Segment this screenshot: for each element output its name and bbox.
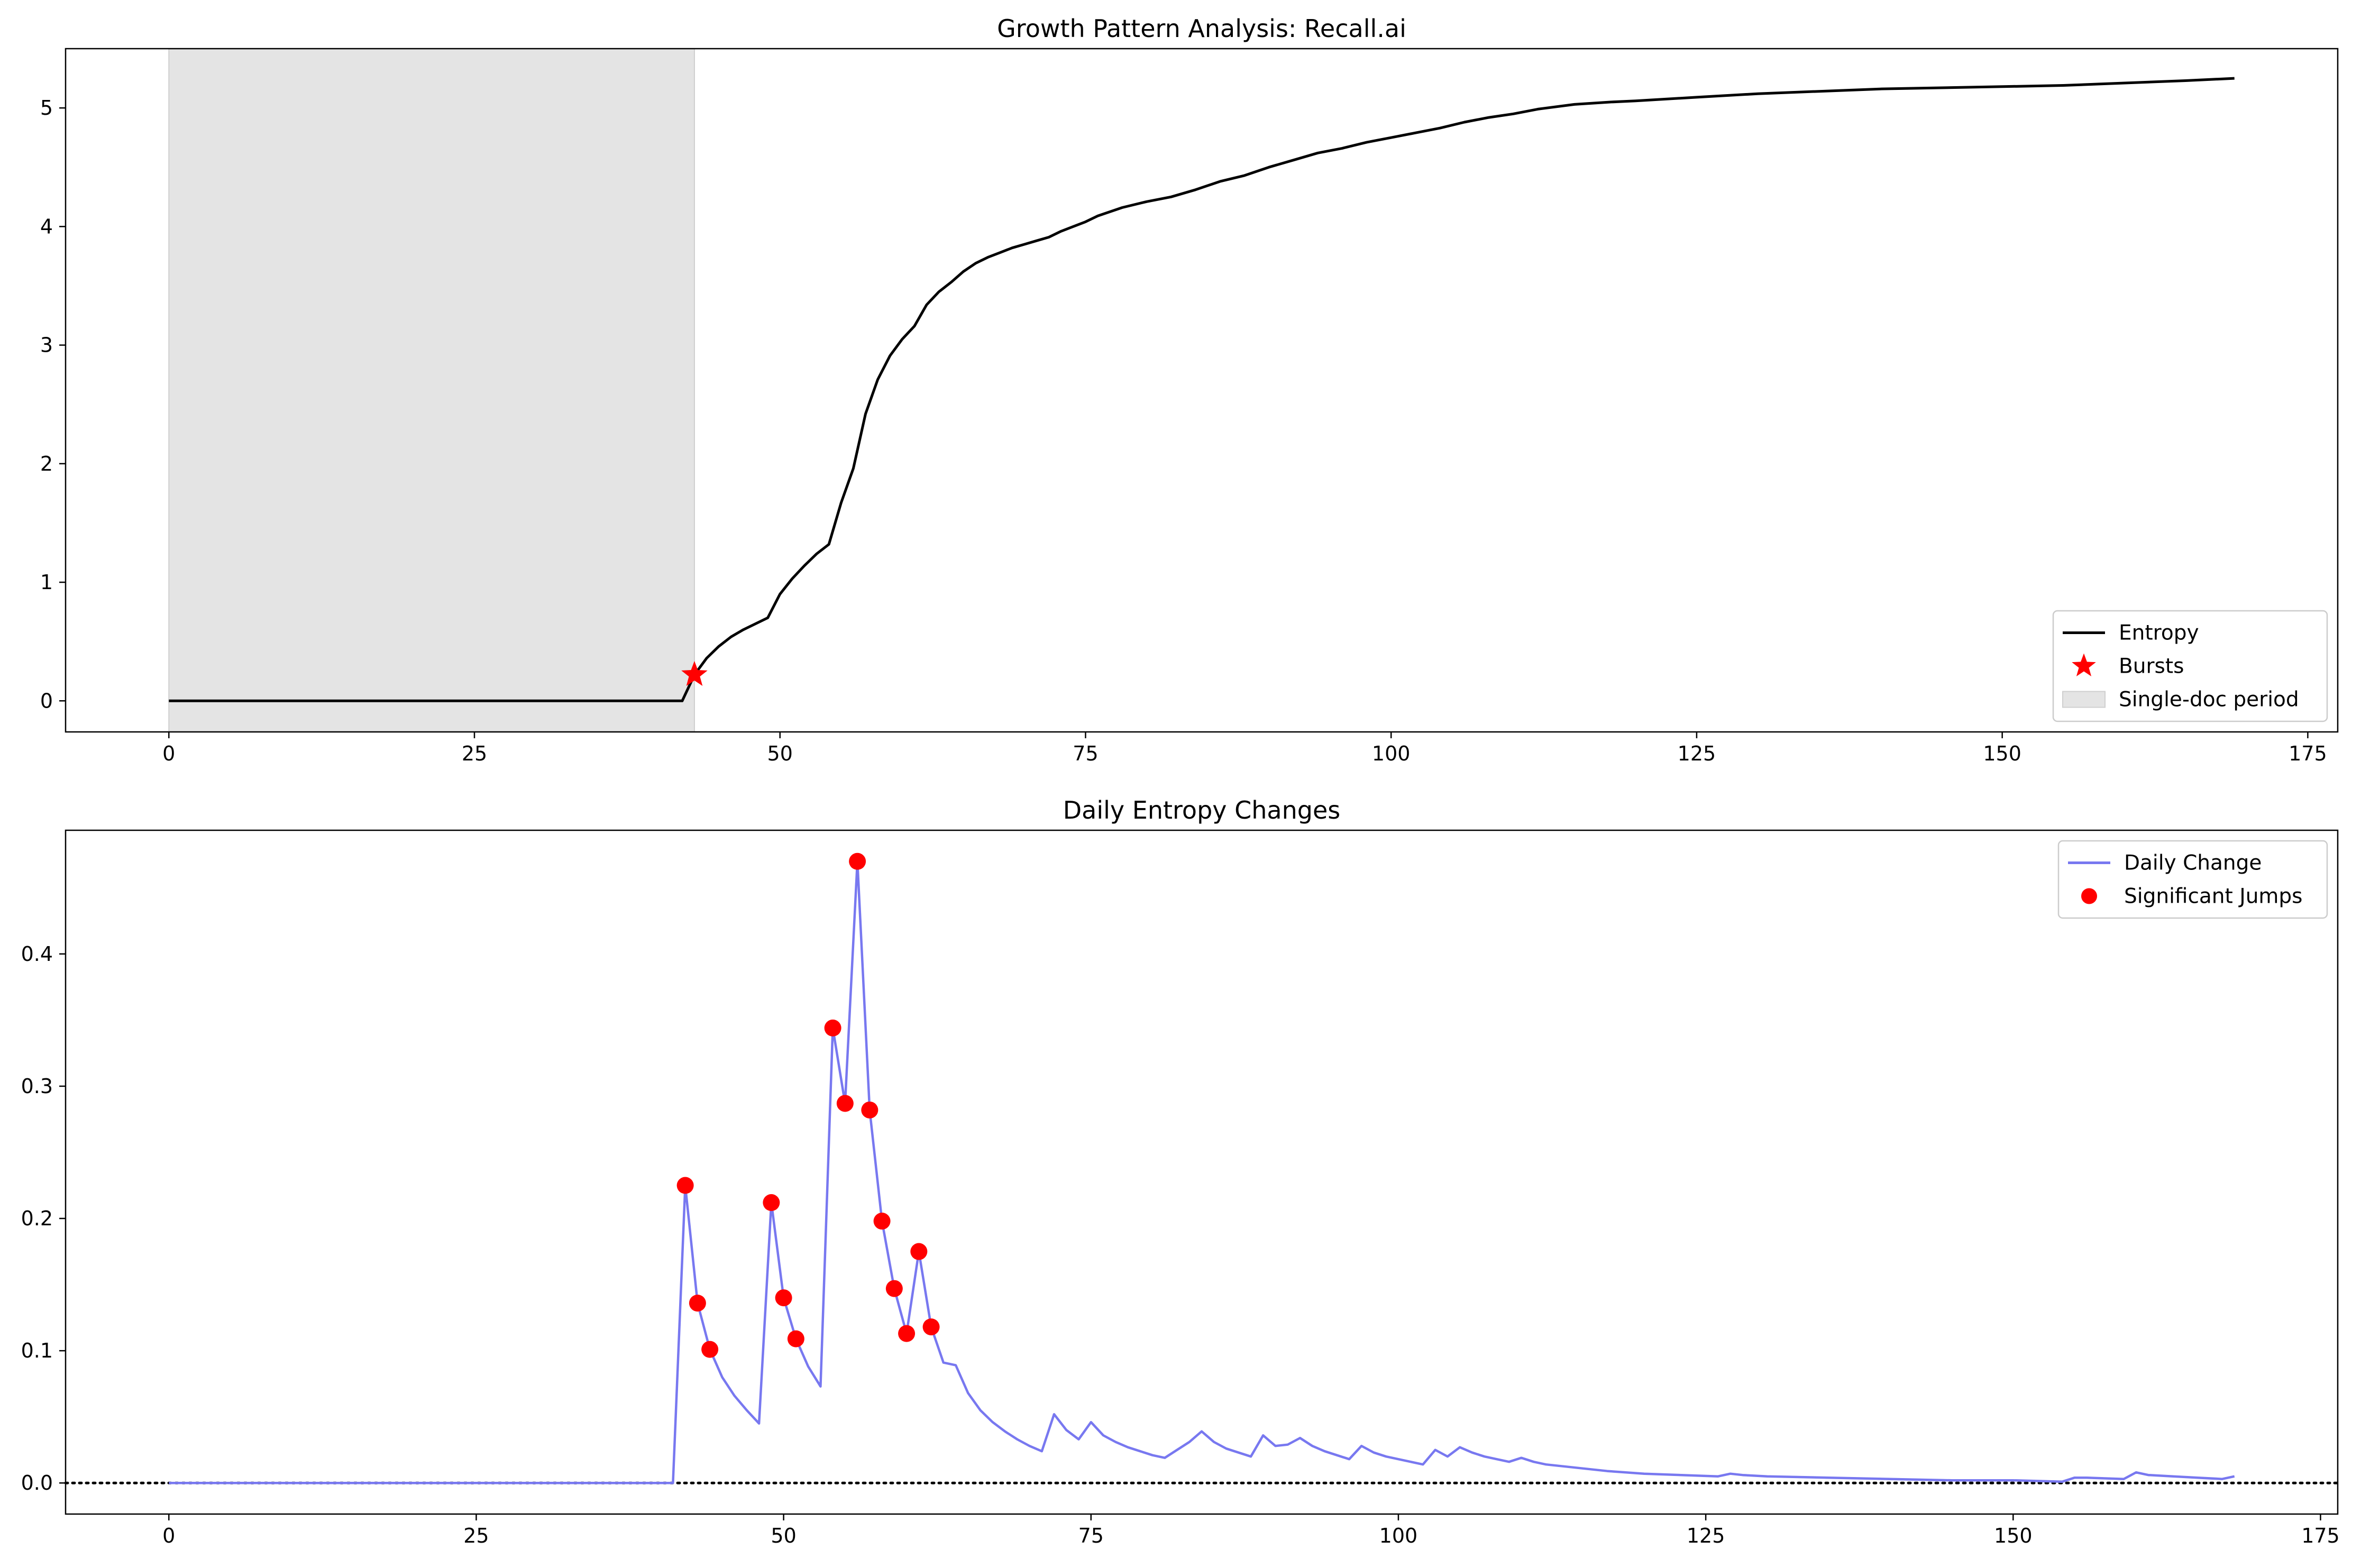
significant-jump-point bbox=[898, 1325, 916, 1342]
significant-jump-point bbox=[910, 1243, 928, 1260]
x-tick-label: 25 bbox=[463, 1524, 489, 1547]
chart-title: Daily Entropy Changes bbox=[1063, 796, 1340, 824]
legend-box bbox=[2057, 840, 2328, 919]
y-tick-label: 0.3 bbox=[21, 1075, 53, 1098]
x-tick-label: 25 bbox=[462, 742, 487, 765]
x-tick-label: 100 bbox=[1372, 742, 1411, 765]
y-tick-label: 1 bbox=[40, 571, 53, 594]
y-tick-label: 3 bbox=[40, 334, 53, 357]
significant-jump-point bbox=[873, 1213, 891, 1230]
significant-jump-point bbox=[689, 1295, 706, 1312]
y-tick-label: 5 bbox=[40, 96, 53, 120]
legend-label: Single-doc period bbox=[2119, 688, 2299, 712]
x-tick-label: 175 bbox=[2289, 742, 2327, 765]
shaded-region bbox=[168, 48, 695, 732]
x-tick-label: 75 bbox=[1073, 742, 1098, 765]
plot-frame bbox=[65, 48, 2339, 733]
legend-box bbox=[2052, 610, 2328, 722]
legend-label: Bursts bbox=[2119, 655, 2184, 678]
x-tick-label: 175 bbox=[2301, 1524, 2340, 1547]
y-tick-label: 0.0 bbox=[21, 1471, 53, 1494]
entropy-line bbox=[169, 77, 2235, 702]
x-tick-label: 75 bbox=[1078, 1524, 1104, 1547]
significant-jump-point bbox=[861, 1101, 878, 1118]
x-tick-label: 150 bbox=[1994, 1524, 2033, 1547]
plot-frame bbox=[65, 829, 2339, 1515]
legend-label: Entropy bbox=[2119, 621, 2199, 645]
x-tick-label: 0 bbox=[162, 742, 175, 765]
daily-change-line bbox=[169, 860, 2235, 1484]
chart-2: Daily Entropy Changes 0 25 50 75 100 125 150 175… bbox=[21, 796, 2340, 1547]
y-tick-label: 0 bbox=[40, 689, 53, 712]
legend-dot-icon bbox=[2081, 888, 2097, 904]
x-tick-label: 125 bbox=[1678, 742, 1716, 765]
significant-jump-point bbox=[701, 1341, 719, 1358]
y-tick-label: 4 bbox=[40, 215, 53, 238]
legend-label: Significant Jumps bbox=[2124, 885, 2303, 909]
legend: Entropy Bursts Single-doc period bbox=[2052, 610, 2328, 722]
legend-star-icon bbox=[2072, 653, 2096, 676]
x-tick-label: 0 bbox=[162, 1524, 175, 1547]
x-tick-label: 125 bbox=[1687, 1524, 1725, 1547]
significant-jump-point bbox=[849, 852, 866, 870]
chart-1: Growth Pattern Analysis: Recall.ai0 25 50 7… bbox=[40, 14, 2339, 765]
legend: Daily Change Significant Jumps bbox=[2057, 840, 2328, 919]
significant-jump-point bbox=[787, 1330, 804, 1347]
legend-swatch-single-doc-period bbox=[2062, 691, 2106, 708]
x-tick-label: 50 bbox=[771, 1524, 796, 1547]
legend-label: Daily Change bbox=[2124, 851, 2262, 875]
burst-marker bbox=[681, 661, 708, 686]
x-tick-label: 50 bbox=[767, 742, 793, 765]
x-tick-label: 100 bbox=[1379, 1524, 1418, 1547]
significant-jump-point bbox=[775, 1289, 792, 1307]
significant-jump-point bbox=[763, 1194, 780, 1212]
y-tick-label: 0.1 bbox=[21, 1339, 53, 1362]
x-tick-label: 150 bbox=[1983, 742, 2021, 765]
y-tick-label: 2 bbox=[40, 452, 53, 475]
significant-jump-point bbox=[836, 1095, 854, 1112]
significant-jump-point bbox=[922, 1318, 940, 1336]
significant-jump-point bbox=[824, 1019, 841, 1037]
y-tick-label: 0.2 bbox=[21, 1207, 53, 1230]
y-tick-label: 0.4 bbox=[21, 942, 53, 966]
significant-jump-point bbox=[885, 1280, 903, 1297]
chart-title: Growth Pattern Analysis: Recall.ai bbox=[997, 14, 1406, 43]
significant-jump-point bbox=[676, 1177, 694, 1194]
